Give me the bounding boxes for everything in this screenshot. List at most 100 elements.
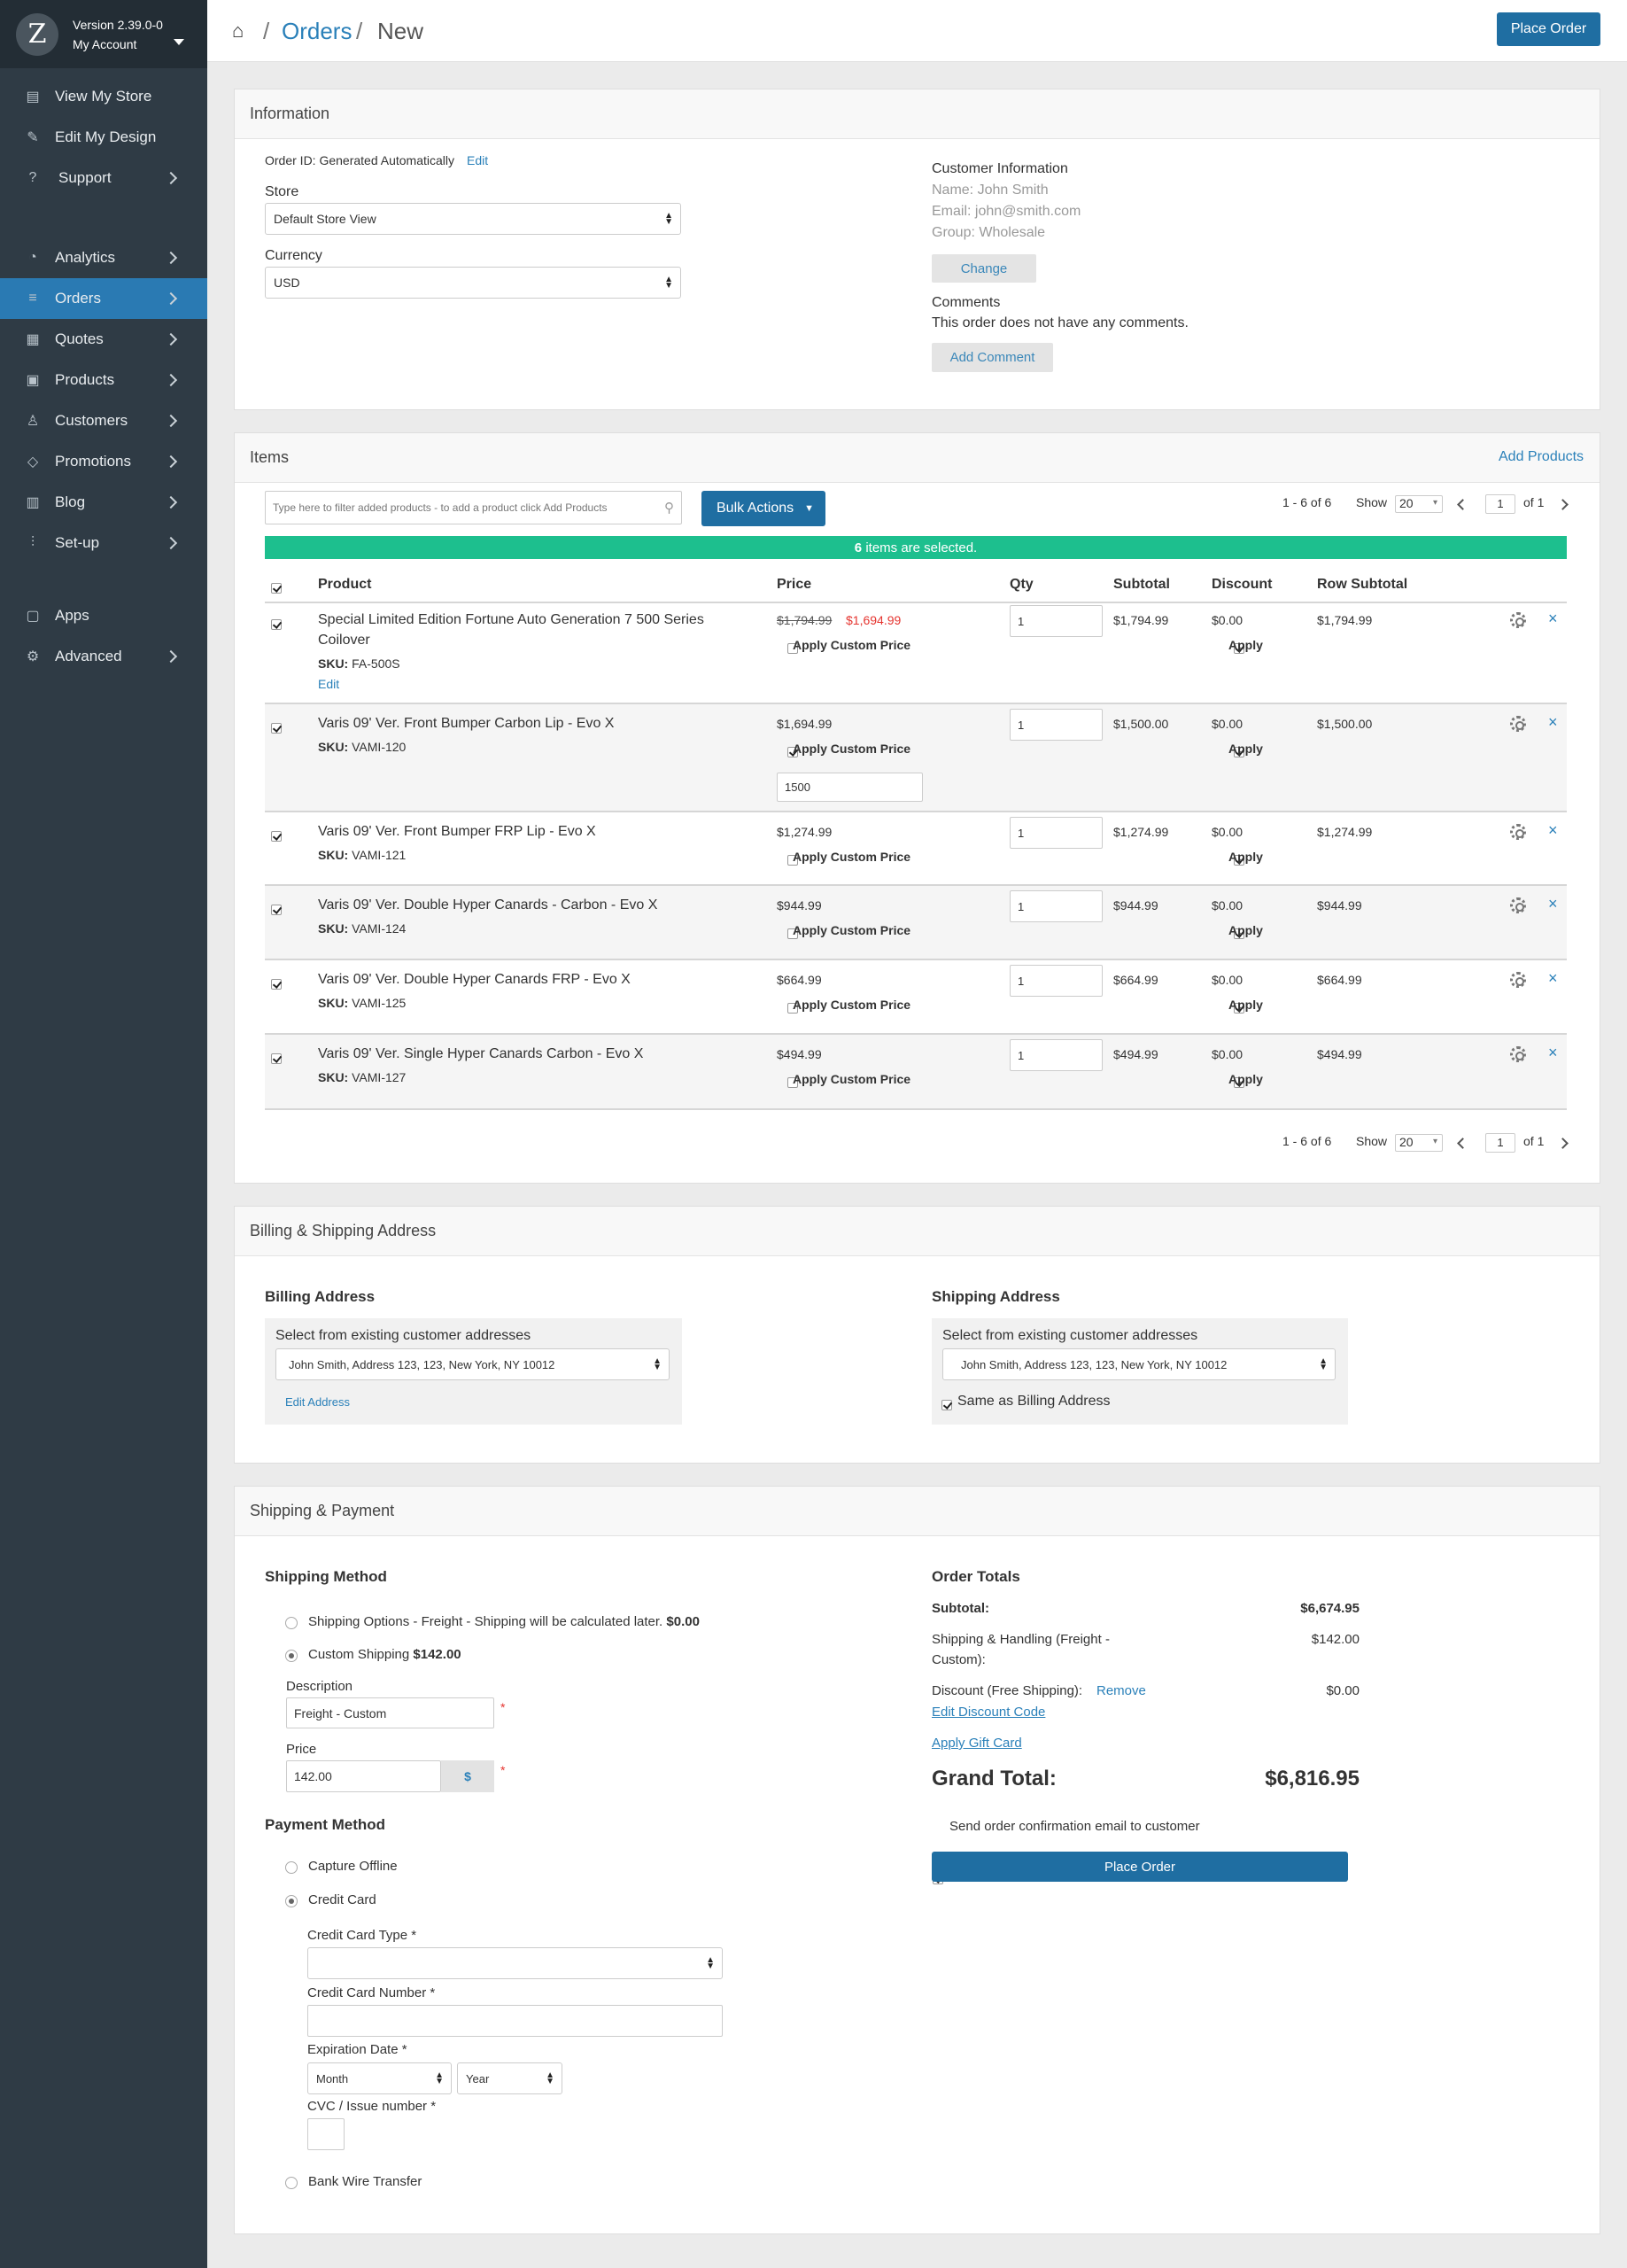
- remove-item-icon[interactable]: ×: [1548, 895, 1558, 913]
- apply-discount-checkbox[interactable]: [1234, 642, 1244, 654]
- product-name[interactable]: Varis 09' Ver. Front Bumper Carbon Lip -…: [318, 716, 615, 731]
- sidebar-item-products[interactable]: ▣ Products: [0, 360, 207, 400]
- sidebar-item-advanced[interactable]: ⚙ Advanced: [0, 636, 207, 677]
- gear-icon[interactable]: [1510, 972, 1526, 988]
- row-checkbox[interactable]: [271, 978, 282, 990]
- account-label[interactable]: My Account: [73, 36, 137, 51]
- product-name[interactable]: Varis 09' Ver. Front Bumper FRP Lip - Ev…: [318, 824, 596, 839]
- caret-down-icon[interactable]: [174, 39, 184, 45]
- expiration-year-select[interactable]: Year ▲ ▼: [457, 2062, 562, 2094]
- sidebar-item-view-my-store[interactable]: ▤ View My Store: [0, 76, 207, 117]
- apply-custom-price-checkbox[interactable]: [787, 1002, 798, 1014]
- qty-input[interactable]: 1: [1010, 965, 1103, 997]
- custom-price-input[interactable]: 1500: [777, 773, 923, 802]
- row-checkbox[interactable]: [271, 904, 282, 915]
- sidebar-item-support[interactable]: ? Support: [0, 158, 207, 198]
- row-checkbox[interactable]: [271, 618, 282, 630]
- page-input-bottom[interactable]: 1: [1485, 1133, 1515, 1153]
- apply-discount-checkbox[interactable]: [1234, 746, 1244, 757]
- apply-custom-price-checkbox[interactable]: [787, 928, 798, 939]
- gear-icon[interactable]: [1510, 716, 1526, 732]
- gear-icon[interactable]: [1510, 824, 1526, 840]
- product-name[interactable]: Varis 09' Ver. Single Hyper Canards Carb…: [318, 1046, 644, 1061]
- breadcrumb-orders[interactable]: Orders: [282, 18, 353, 44]
- apply-discount-checkbox[interactable]: [1234, 1076, 1244, 1088]
- apply-discount-checkbox[interactable]: [1234, 854, 1244, 866]
- sidebar-item-blog[interactable]: ▥ Blog: [0, 482, 207, 523]
- qty-input[interactable]: 1: [1010, 709, 1103, 741]
- qty-input[interactable]: 1: [1010, 890, 1103, 922]
- change-customer-button[interactable]: Change: [932, 254, 1036, 283]
- sidebar-item-quotes[interactable]: ▦ Quotes: [0, 319, 207, 360]
- store-select[interactable]: Default Store View ▲ ▼: [265, 203, 681, 235]
- apply-custom-price-checkbox[interactable]: [787, 746, 798, 757]
- per-page-select-bottom[interactable]: 20: [1395, 1134, 1443, 1152]
- remove-item-icon[interactable]: ×: [1548, 821, 1558, 839]
- same-as-billing-checkbox[interactable]: [941, 1399, 952, 1410]
- place-order-button[interactable]: Place Order: [932, 1852, 1348, 1882]
- sidebar-item-edit-my-design[interactable]: ✎ Edit My Design: [0, 117, 207, 158]
- remove-discount-link[interactable]: Remove: [1096, 1683, 1146, 1698]
- gear-icon[interactable]: [1510, 1046, 1526, 1062]
- credit-card-radio[interactable]: [285, 1895, 298, 1907]
- place-order-top-button[interactable]: Place Order: [1497, 12, 1600, 46]
- edit-address-link[interactable]: Edit Address: [285, 1395, 350, 1409]
- remove-item-icon[interactable]: ×: [1548, 610, 1558, 627]
- filter-products-input[interactable]: Type here to filter added products - to …: [265, 491, 682, 524]
- add-comment-button[interactable]: Add Comment: [932, 343, 1053, 372]
- prev-page-icon[interactable]: [1457, 1138, 1468, 1149]
- row-checkbox[interactable]: [271, 1052, 282, 1064]
- gear-icon[interactable]: [1510, 897, 1526, 913]
- expiration-month-select[interactable]: Month ▲ ▼: [307, 2062, 452, 2094]
- per-page-select[interactable]: 20: [1395, 495, 1443, 513]
- add-products-link[interactable]: Add Products: [1499, 449, 1584, 464]
- next-page-icon[interactable]: [1557, 499, 1569, 510]
- apply-custom-price-checkbox[interactable]: [787, 642, 798, 654]
- product-name[interactable]: Special Limited Edition Fortune Auto Gen…: [318, 612, 704, 627]
- currency-select[interactable]: USD ▲ ▼: [265, 267, 681, 299]
- shipping-price-input[interactable]: 142.00: [286, 1760, 441, 1792]
- card-type-select[interactable]: ▲ ▼: [307, 1947, 723, 1979]
- product-name[interactable]: Varis 09' Ver. Double Hyper Canards - Ca…: [318, 897, 658, 913]
- sidebar-item-apps[interactable]: ▢ Apps: [0, 595, 207, 636]
- apply-discount-checkbox[interactable]: [1234, 1002, 1244, 1014]
- product-edit-link[interactable]: Edit: [318, 677, 340, 691]
- qty-input[interactable]: 1: [1010, 1039, 1103, 1071]
- prev-page-icon[interactable]: [1457, 499, 1468, 510]
- card-number-input[interactable]: [307, 2005, 723, 2037]
- remove-item-icon[interactable]: ×: [1548, 713, 1558, 731]
- home-icon[interactable]: ⌂: [232, 19, 244, 42]
- shipping-option-custom-radio[interactable]: [285, 1650, 298, 1662]
- cvc-input[interactable]: [307, 2118, 345, 2150]
- description-input[interactable]: Freight - Custom: [286, 1697, 494, 1728]
- billing-address-select[interactable]: John Smith, Address 123, 123, New York, …: [275, 1348, 670, 1380]
- apply-custom-price-checkbox[interactable]: [787, 1076, 798, 1088]
- sidebar-item-promotions[interactable]: ◇ Promotions: [0, 441, 207, 482]
- apply-custom-price-checkbox[interactable]: [787, 854, 798, 866]
- sidebar-item-set-up[interactable]: ⫶ Set-up: [0, 523, 207, 563]
- shipping-option-freight-radio[interactable]: [285, 1617, 298, 1629]
- edit-discount-code-link[interactable]: Edit Discount Code: [932, 1705, 1046, 1720]
- apply-discount-checkbox[interactable]: [1234, 928, 1244, 939]
- next-page-icon[interactable]: [1557, 1138, 1569, 1149]
- select-all-checkbox[interactable]: [271, 582, 282, 594]
- qty-input[interactable]: 1: [1010, 817, 1103, 849]
- account-header[interactable]: Z Version 2.39.0-0 My Account: [0, 0, 207, 68]
- sidebar-item-orders[interactable]: ≡ Orders: [0, 278, 207, 319]
- remove-item-icon[interactable]: ×: [1548, 1044, 1558, 1061]
- shipping-address-select[interactable]: John Smith, Address 123, 123, New York, …: [942, 1348, 1336, 1380]
- apply-gift-card-link[interactable]: Apply Gift Card: [932, 1736, 1022, 1751]
- sidebar-item-analytics[interactable]: ◔ Analytics: [0, 237, 207, 278]
- row-checkbox[interactable]: [271, 830, 282, 842]
- sidebar-item-customers[interactable]: ♙ Customers: [0, 400, 207, 441]
- gear-icon[interactable]: [1510, 612, 1526, 628]
- bulk-actions-button[interactable]: Bulk Actions ▼: [701, 491, 825, 526]
- product-name[interactable]: Varis 09' Ver. Double Hyper Canards FRP …: [318, 972, 631, 987]
- qty-input[interactable]: 1: [1010, 605, 1103, 637]
- row-checkbox[interactable]: [271, 722, 282, 734]
- remove-item-icon[interactable]: ×: [1548, 969, 1558, 987]
- bank-wire-radio[interactable]: [285, 2177, 298, 2189]
- page-input[interactable]: 1: [1485, 494, 1515, 514]
- capture-offline-radio[interactable]: [285, 1861, 298, 1874]
- order-id-edit-link[interactable]: Edit: [467, 153, 489, 167]
